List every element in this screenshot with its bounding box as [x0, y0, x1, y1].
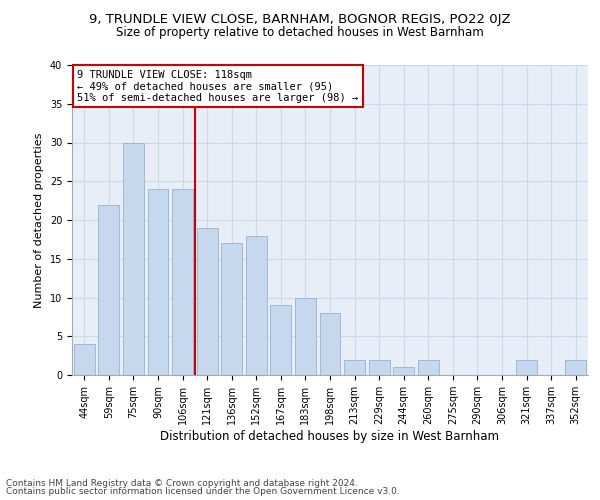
Bar [246, 236, 267, 375]
Bar [344, 360, 365, 375]
Bar [98, 204, 119, 375]
Bar [172, 189, 193, 375]
Text: Size of property relative to detached houses in West Barnham: Size of property relative to detached ho… [116, 26, 484, 39]
Y-axis label: Number of detached properties: Number of detached properties [34, 132, 44, 308]
Bar [393, 367, 414, 375]
Text: 9 TRUNDLE VIEW CLOSE: 118sqm
← 49% of detached houses are smaller (95)
51% of se: 9 TRUNDLE VIEW CLOSE: 118sqm ← 49% of de… [77, 70, 358, 103]
Text: Contains HM Land Registry data © Crown copyright and database right 2024.: Contains HM Land Registry data © Crown c… [6, 478, 358, 488]
Bar [123, 142, 144, 375]
Bar [565, 360, 586, 375]
Bar [320, 313, 340, 375]
Text: 9, TRUNDLE VIEW CLOSE, BARNHAM, BOGNOR REGIS, PO22 0JZ: 9, TRUNDLE VIEW CLOSE, BARNHAM, BOGNOR R… [89, 12, 511, 26]
Bar [74, 344, 95, 375]
X-axis label: Distribution of detached houses by size in West Barnham: Distribution of detached houses by size … [161, 430, 499, 443]
Bar [368, 360, 389, 375]
Bar [295, 298, 316, 375]
Bar [148, 189, 169, 375]
Text: Contains public sector information licensed under the Open Government Licence v3: Contains public sector information licen… [6, 487, 400, 496]
Bar [221, 244, 242, 375]
Bar [197, 228, 218, 375]
Bar [418, 360, 439, 375]
Bar [516, 360, 537, 375]
Bar [271, 305, 292, 375]
